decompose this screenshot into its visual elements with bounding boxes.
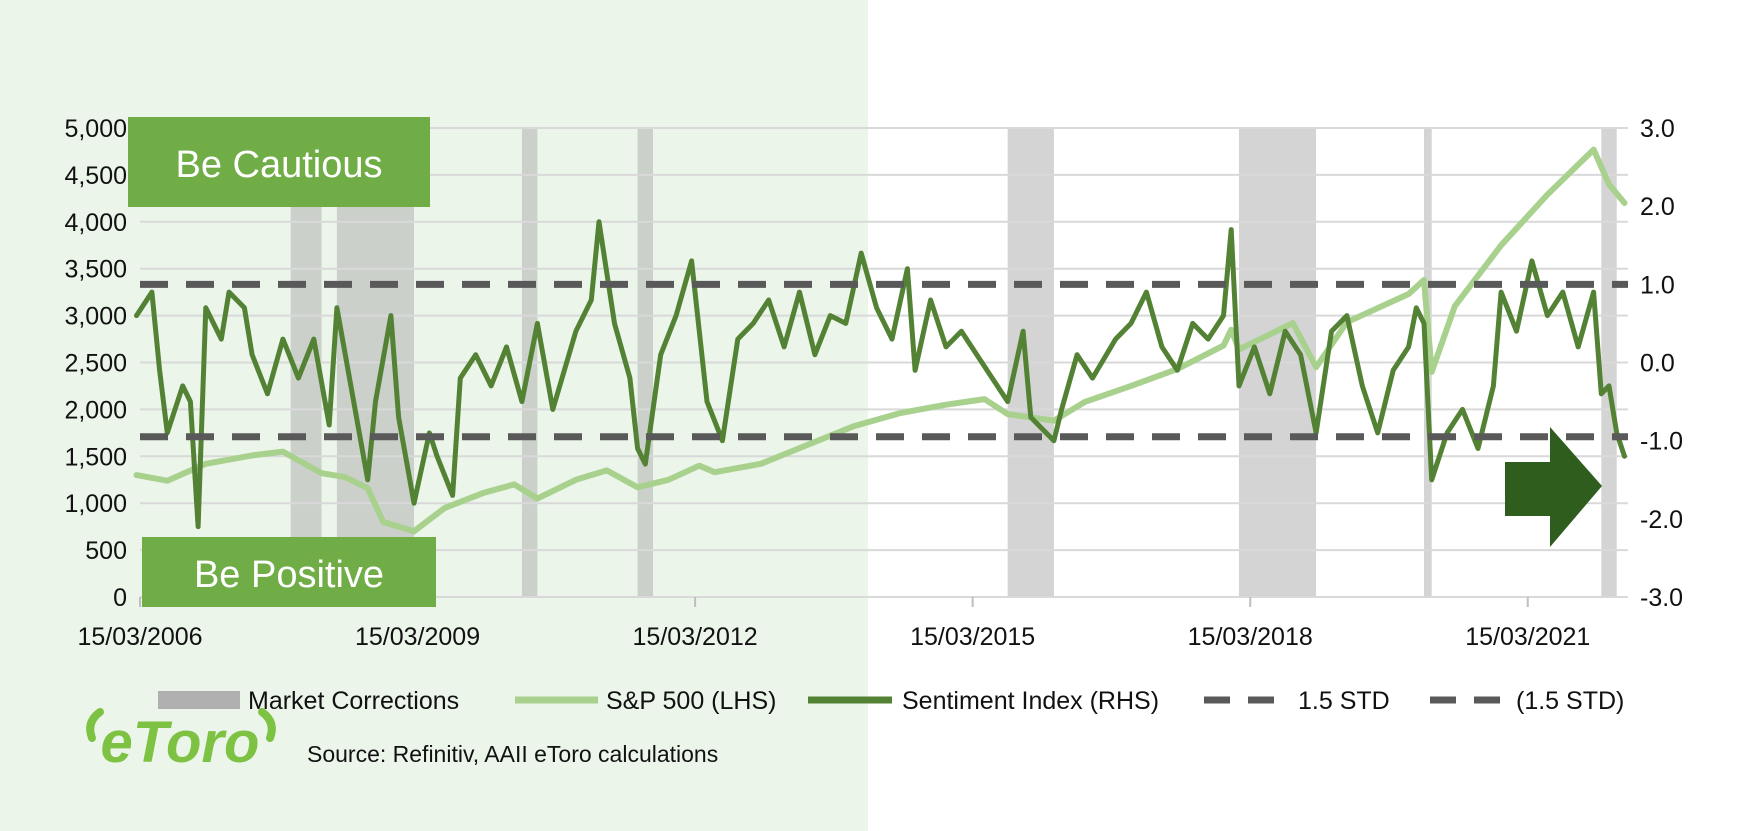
right-axis-tick-label: -3.0 bbox=[1640, 584, 1683, 612]
left-axis-tick-label: 2,500 bbox=[64, 350, 127, 378]
x-axis-tick-label: 15/03/2018 bbox=[1188, 623, 1313, 651]
right-arrow-icon bbox=[1505, 427, 1602, 547]
x-axis-tick-label: 15/03/2006 bbox=[77, 623, 202, 651]
left-axis-tick-label: 2,000 bbox=[64, 396, 127, 424]
x-axis-tick-label: 15/03/2021 bbox=[1465, 623, 1590, 651]
legend-label-sp500: S&P 500 (LHS) bbox=[606, 687, 776, 715]
right-axis-tick-label: -2.0 bbox=[1640, 506, 1683, 534]
right-axis-tick-label: -1.0 bbox=[1640, 428, 1683, 456]
left-axis-tick-label: 3,000 bbox=[64, 303, 127, 331]
left-axis-tick-label: 5,000 bbox=[64, 115, 127, 143]
etoro-logo-text: eToro bbox=[101, 710, 260, 775]
legend-label-std-lower: (1.5 STD) bbox=[1516, 687, 1624, 715]
legend-label-market-corrections: Market Corrections bbox=[248, 687, 459, 715]
right-axis-tick-label: 1.0 bbox=[1640, 271, 1675, 299]
left-axis-tick-label: 500 bbox=[85, 537, 127, 565]
be-positive-box: Be Positive bbox=[142, 537, 436, 607]
right-axis-ticks: -3.0 -2.0 -1.0 0.0 1.0 2.0 3.0 bbox=[1640, 115, 1683, 612]
legend-label-sentiment: Sentiment Index (RHS) bbox=[902, 687, 1159, 715]
x-axis-ticks: 15/03/2006 15/03/2009 15/03/2012 15/03/2015… bbox=[77, 597, 1590, 651]
be-positive-label: Be Positive bbox=[194, 554, 384, 596]
sentiment-index-line bbox=[134, 219, 1627, 530]
be-cautious-box: Be Cautious bbox=[128, 117, 430, 207]
left-axis-tick-label: 1,500 bbox=[64, 443, 127, 471]
left-axis-tick-label: 1,000 bbox=[64, 490, 127, 518]
left-axis-tick-label: 4,500 bbox=[64, 162, 127, 190]
series-layer bbox=[133, 146, 1628, 535]
left-axis-tick-label: 3,500 bbox=[64, 256, 127, 284]
be-cautious-label: Be Cautious bbox=[175, 144, 382, 186]
right-axis-tick-label: 3.0 bbox=[1640, 115, 1675, 143]
right-axis-tick-label: 2.0 bbox=[1640, 193, 1675, 221]
sp500-line bbox=[133, 146, 1628, 535]
left-axis-tick-label: 0 bbox=[113, 584, 127, 612]
left-axis-ticks: 0 500 1,000 1,500 2,000 2,500 3,000 3,500 4,000 4… bbox=[64, 115, 127, 612]
x-axis-tick-label: 15/03/2015 bbox=[910, 623, 1035, 651]
source-note: Source: Refinitiv, AAII eToro calculatio… bbox=[307, 741, 718, 767]
legend: Market Corrections S&P 500 (LHS) Sentime… bbox=[158, 687, 1624, 715]
right-axis-tick-label: 0.0 bbox=[1640, 350, 1675, 378]
x-axis-tick-label: 15/03/2009 bbox=[355, 623, 480, 651]
legend-label-std-upper: 1.5 STD bbox=[1298, 687, 1390, 715]
legend-swatch-market-corrections bbox=[158, 691, 240, 709]
etoro-logo: eToro bbox=[86, 708, 276, 775]
left-axis-tick-label: 4,000 bbox=[64, 209, 127, 237]
x-axis-tick-label: 15/03/2012 bbox=[633, 623, 758, 651]
